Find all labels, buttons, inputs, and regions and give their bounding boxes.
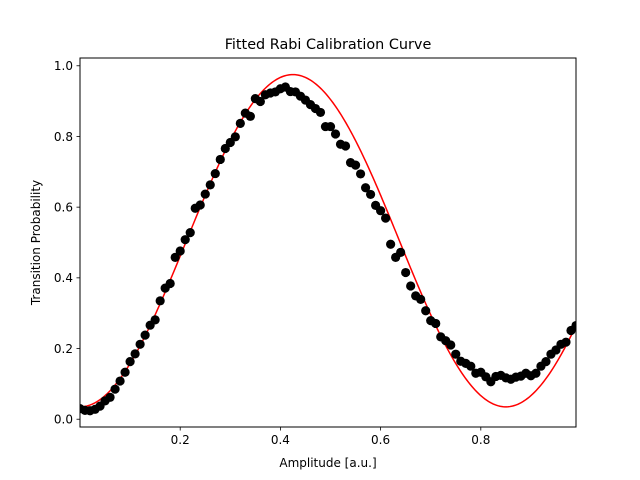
y-tick-label: 1.0 [54, 59, 73, 73]
data-point [315, 107, 326, 118]
x-axis: 0.2 0.4 0.6 0.8 [171, 427, 490, 447]
data-point [245, 111, 255, 121]
data-point [235, 118, 245, 128]
data-point [210, 168, 220, 179]
data-point [150, 315, 160, 325]
y-tick-label: 0.0 [54, 413, 73, 427]
data-point [360, 183, 371, 193]
data-point [200, 189, 210, 199]
y-axis-label: Transition Probability [29, 180, 43, 306]
data-point [340, 141, 351, 151]
y-tick-label: 0.2 [54, 342, 73, 356]
data-point [205, 180, 215, 190]
data-point [185, 228, 195, 238]
y-axis: 0.0 0.2 0.4 0.6 0.8 1.0 [54, 59, 80, 427]
data-point [451, 349, 461, 359]
data-point [541, 357, 551, 367]
data-point [170, 252, 180, 262]
data-point [355, 169, 366, 179]
x-axis-label: Amplitude [a.u.] [279, 456, 376, 470]
data-point [431, 318, 441, 329]
axes-frame [79, 57, 577, 428]
y-tick-label: 0.4 [54, 271, 73, 285]
data-point [401, 267, 411, 278]
data-point [365, 189, 376, 200]
data-point [386, 239, 396, 249]
data-point [416, 294, 426, 305]
data-point [130, 349, 140, 359]
x-tick-label: 0.4 [271, 433, 290, 447]
x-tick-label: 0.2 [171, 433, 190, 447]
data-point [105, 392, 115, 402]
data-point [561, 337, 571, 347]
data-point [165, 278, 175, 289]
data-point [110, 384, 120, 394]
data-point [135, 339, 145, 349]
data-point [195, 200, 205, 210]
y-tick-label: 0.8 [54, 130, 73, 144]
chart-title: Fitted Rabi Calibration Curve [225, 37, 432, 53]
data-point [396, 247, 406, 257]
data-point [115, 376, 125, 386]
data-point [230, 132, 240, 142]
data-point [120, 367, 130, 377]
data-point [571, 320, 576, 331]
data-point [180, 235, 190, 245]
data-point [446, 340, 456, 350]
data-point [255, 96, 265, 107]
data-point [466, 361, 476, 371]
data-point [140, 330, 150, 340]
plot-area [80, 73, 576, 416]
data-point [175, 246, 185, 256]
data-point [350, 160, 361, 170]
x-tick-label: 0.6 [371, 433, 390, 447]
data-point [421, 306, 431, 316]
data-point [330, 129, 341, 139]
data-point [215, 154, 225, 165]
data-point [531, 368, 541, 378]
data-point [125, 357, 135, 367]
data-point [325, 121, 336, 132]
data-point [376, 206, 386, 216]
data-point [406, 281, 416, 291]
y-tick-label: 0.6 [54, 200, 73, 214]
data-point [381, 213, 391, 223]
data-points-layer [80, 82, 576, 416]
x-tick-label: 0.8 [471, 433, 490, 447]
data-point [155, 296, 165, 306]
